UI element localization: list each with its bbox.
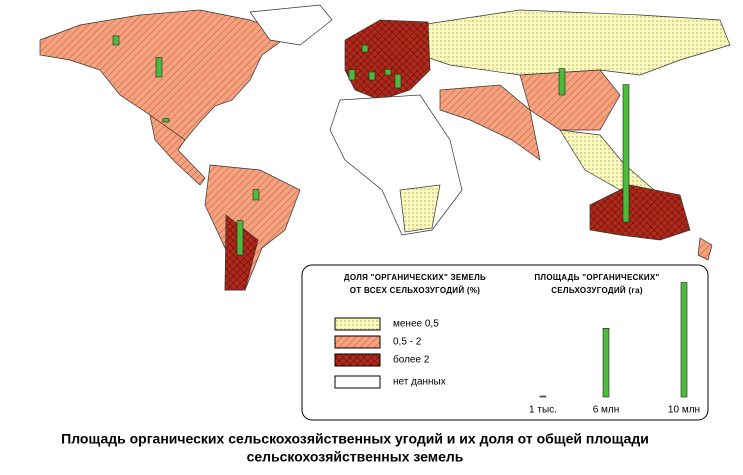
new-zealand xyxy=(697,237,713,261)
area-bar xyxy=(252,189,260,201)
legend-title: ОТ ВСЕХ СЕЛЬХОЗУГОДИЙ (%) xyxy=(350,286,481,295)
world-map xyxy=(39,4,731,291)
south-asia xyxy=(439,84,541,161)
legend-title: СЕЛЬХОЗУГОДИЙ (га) xyxy=(551,286,643,295)
area-bar xyxy=(236,220,244,256)
legend-bar-label: 10 млн xyxy=(668,405,700,416)
legend-bar xyxy=(602,327,610,398)
area-bar xyxy=(368,71,376,81)
legend-swatch xyxy=(334,317,381,331)
area-bar xyxy=(558,68,566,96)
legend-label: менее 0,5 xyxy=(393,319,439,330)
europe xyxy=(344,19,431,101)
area-bar xyxy=(348,69,356,81)
title: сельскохозяйственных земель xyxy=(247,449,464,465)
north-america xyxy=(39,9,291,141)
china xyxy=(519,69,621,131)
area-bar xyxy=(384,68,392,76)
title: Площадь органических сельскохозяйственны… xyxy=(61,431,649,447)
legend-label: 0,5 - 2 xyxy=(393,337,422,348)
south-america xyxy=(204,164,301,291)
legend-bar xyxy=(680,282,688,398)
legend-swatch xyxy=(334,335,381,349)
asia-north xyxy=(419,9,731,76)
greenland xyxy=(249,4,333,46)
legend-label: более 2 xyxy=(393,354,430,366)
africa xyxy=(329,94,463,236)
africa-part xyxy=(399,184,441,233)
australia xyxy=(589,184,691,241)
legend-label: нет данных xyxy=(393,377,446,388)
area-bar xyxy=(162,118,170,123)
area-bar xyxy=(112,35,120,46)
legend-title: ДОЛЯ "ОРГАНИЧЕСКИХ" ЗЕМЕЛЬ xyxy=(344,273,486,282)
legend-bar xyxy=(539,395,547,398)
legend-swatch xyxy=(334,375,381,389)
legend-swatch xyxy=(334,353,381,367)
legend-title: ПЛОЩАДЬ "ОРГАНИЧЕСКИХ" xyxy=(534,273,659,282)
central-america xyxy=(149,114,206,186)
legend-bar-label: 6 млн xyxy=(593,405,620,416)
southeast-asia xyxy=(559,129,662,196)
legend-bar-label: 1 тыс. xyxy=(529,405,557,416)
area-bar xyxy=(155,57,163,78)
area-bar xyxy=(394,73,402,89)
area-bar xyxy=(622,84,630,223)
area-bar xyxy=(361,44,369,53)
